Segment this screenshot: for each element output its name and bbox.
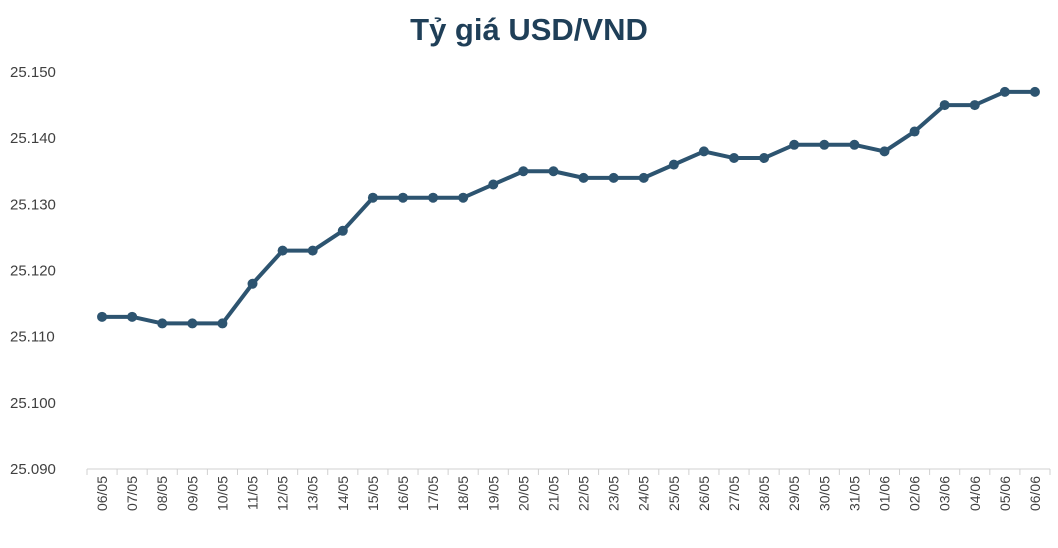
- x-tick-label: 24/05: [636, 476, 652, 511]
- x-tick-label: 28/05: [756, 476, 772, 511]
- data-point: [217, 318, 228, 329]
- x-tick-label: 20/05: [515, 476, 531, 511]
- x-tick-label: 12/05: [275, 476, 291, 511]
- x-tick-label: 07/05: [124, 476, 140, 511]
- x-tick-label: 25/05: [666, 476, 682, 511]
- x-tick-label: 19/05: [485, 476, 501, 511]
- y-tick-label: 25.100: [10, 395, 56, 412]
- data-point: [1029, 86, 1040, 97]
- data-point: [759, 153, 770, 164]
- y-tick-label: 25.120: [10, 263, 56, 280]
- data-point: [789, 139, 800, 150]
- x-tick-label: 10/05: [214, 476, 230, 511]
- x-tick-label: 05/06: [997, 476, 1013, 511]
- data-point: [397, 192, 408, 203]
- x-axis: 06/05 07/05 08/05 09/05 10/05 11/05 12/05 13/05…: [86, 468, 1051, 511]
- x-tick-label: 01/06: [876, 476, 892, 511]
- x-tick-label: 11/05: [245, 476, 261, 510]
- y-tick-label: 25.090: [10, 461, 56, 478]
- data-point: [819, 139, 830, 150]
- y-tick-label: 25.140: [10, 130, 56, 147]
- x-tick-label: 13/05: [305, 476, 321, 511]
- data-point: [638, 172, 649, 183]
- x-tick-label: 31/05: [846, 476, 862, 511]
- data-point: [999, 86, 1010, 97]
- data-point: [608, 172, 619, 183]
- data-point: [488, 179, 499, 190]
- data-point: [97, 311, 108, 322]
- x-tick-label: 16/05: [395, 476, 411, 511]
- data-point: [458, 192, 469, 203]
- data-point: [127, 311, 138, 322]
- x-tick-label: 02/06: [907, 476, 923, 511]
- x-tick-label: 29/05: [786, 476, 802, 511]
- x-tick-label: 27/05: [726, 476, 742, 511]
- x-tick-label: 14/05: [335, 476, 351, 511]
- y-axis-labels: 25.090 25.100 25.110 25.120 25.130 25.140 25.1…: [10, 64, 56, 478]
- y-tick-label: 25.150: [10, 64, 56, 81]
- x-tick-label: 06/05: [94, 476, 110, 511]
- x-tick-label: 26/05: [696, 476, 712, 511]
- data-point: [187, 318, 198, 329]
- data-point: [668, 159, 679, 170]
- x-tick-label: 08/05: [154, 476, 170, 511]
- data-point: [578, 172, 589, 183]
- y-tick-label: 25.110: [10, 329, 55, 346]
- x-tick-label: 06/06: [1027, 476, 1043, 511]
- data-point: [277, 245, 288, 256]
- data-point: [909, 126, 920, 137]
- data-point: [969, 100, 980, 111]
- x-tick-label: 18/05: [455, 476, 471, 511]
- x-tick-label: 23/05: [606, 476, 622, 511]
- series-group: [97, 86, 1040, 329]
- x-tick-label: 22/05: [576, 476, 592, 511]
- x-tick-label: 30/05: [816, 476, 832, 511]
- data-point: [337, 225, 348, 236]
- data-point: [729, 153, 740, 164]
- data-point: [548, 166, 559, 177]
- x-tick-label: 04/06: [967, 476, 983, 511]
- data-point: [307, 245, 318, 256]
- x-tick-label: 03/06: [937, 476, 953, 511]
- series-line: [100, 89, 1037, 326]
- data-point: [247, 278, 258, 289]
- x-tick-label: 17/05: [425, 476, 441, 511]
- data-point: [428, 192, 439, 203]
- data-point: [518, 166, 529, 177]
- chart-title: Tỷ giá USD/VND: [410, 12, 648, 47]
- x-tick-label: 09/05: [184, 476, 200, 511]
- x-tick-label: 21/05: [545, 476, 561, 511]
- data-point: [879, 146, 890, 157]
- y-tick-label: 25.130: [10, 196, 56, 213]
- x-tick-label: 15/05: [365, 476, 381, 511]
- data-point: [849, 139, 860, 150]
- data-point: [698, 146, 709, 157]
- data-point: [939, 100, 950, 111]
- data-point: [367, 192, 378, 203]
- data-point: [157, 318, 168, 329]
